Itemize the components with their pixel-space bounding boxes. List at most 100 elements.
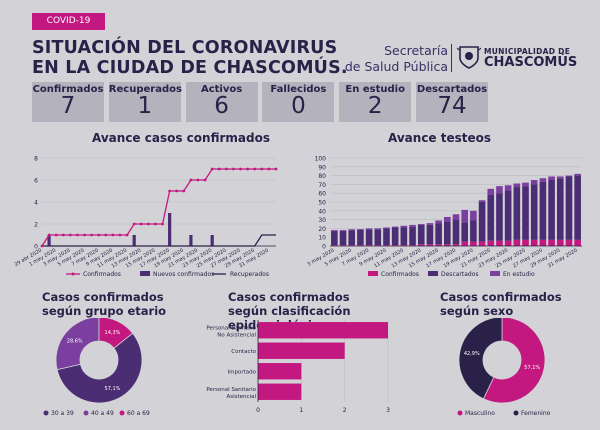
page-title-line2: EN LA CIUDAD DE CHASCOMÚS. bbox=[32, 58, 348, 78]
bar-nuevos-confirmados bbox=[210, 235, 214, 246]
bar-en-estudio bbox=[409, 224, 416, 227]
stat-value: 0 bbox=[291, 93, 306, 119]
covid-tag: COVID-19 bbox=[32, 13, 105, 30]
bar-en-estudio bbox=[487, 188, 495, 195]
legend-label: Masculino bbox=[465, 410, 495, 417]
bar-descartados bbox=[374, 229, 382, 246]
y-tick-label: 30 bbox=[318, 217, 326, 224]
bar-confirmados bbox=[522, 239, 529, 246]
donut-slice-40-a-49 bbox=[55, 318, 100, 371]
bar-descartados bbox=[513, 187, 521, 240]
bar-importado bbox=[258, 363, 302, 380]
legend-swatch bbox=[428, 271, 438, 276]
municipio-line1: MUNICIPALIDAD DE bbox=[484, 47, 571, 56]
legend-label: Descartados bbox=[441, 271, 479, 278]
point-confirmados bbox=[189, 178, 193, 182]
bar-confirmados bbox=[331, 245, 338, 246]
municipio-line2: CHASCOMÚS bbox=[484, 55, 578, 70]
stat-recuperados: Recuperados 1 bbox=[108, 82, 182, 122]
stat-label: Recuperados bbox=[108, 84, 182, 95]
bar-confirmados bbox=[487, 240, 495, 246]
bar-en-estudio bbox=[374, 228, 382, 230]
y-tick-label: 100 bbox=[315, 156, 327, 163]
y-tick-label: 80 bbox=[318, 173, 326, 180]
y-tick-label: 40 bbox=[318, 208, 326, 215]
stat-value: 2 bbox=[367, 93, 383, 119]
bar-confirmados bbox=[548, 239, 555, 246]
y-tick-label: 2 bbox=[34, 222, 38, 229]
bar-descartados bbox=[478, 202, 486, 242]
point-confirmados bbox=[274, 167, 278, 171]
bar-confirmados bbox=[365, 245, 373, 246]
y-tick-label: 6 bbox=[34, 178, 38, 185]
point-confirmados bbox=[104, 233, 108, 237]
y-tick-label: 8 bbox=[34, 156, 38, 163]
secretaria-line1: Secretaría bbox=[384, 43, 448, 58]
bar-descartados bbox=[435, 223, 442, 245]
category-label: No Asistencial bbox=[217, 332, 256, 338]
x-tick-label: 3 bbox=[386, 407, 390, 414]
stat-label: Fallecidos bbox=[270, 84, 327, 95]
x-tick-label: 2 bbox=[343, 407, 347, 414]
bar-descartados bbox=[461, 222, 468, 242]
bar-en-estudio bbox=[478, 200, 486, 202]
y-tick-label: 0 bbox=[34, 244, 38, 251]
point-confirmados bbox=[118, 233, 122, 237]
point-confirmados bbox=[260, 167, 264, 171]
stat-value: 6 bbox=[214, 93, 229, 119]
bar-en-estudio bbox=[522, 182, 529, 187]
secretaria-line2: de Salud Pública bbox=[344, 59, 448, 74]
category-label: Asistencial bbox=[227, 394, 257, 400]
municipal-crest-icon bbox=[457, 46, 481, 69]
bar-confirmados bbox=[478, 241, 486, 246]
bar-descartados bbox=[365, 229, 373, 246]
stat-value: 74 bbox=[437, 93, 467, 119]
point-confirmados bbox=[253, 167, 257, 171]
point-confirmados bbox=[40, 244, 44, 248]
bar-en-estudio bbox=[530, 180, 538, 185]
bar-confirmados bbox=[374, 245, 382, 246]
stat-value: 7 bbox=[60, 93, 76, 119]
bar-nuevos-confirmados bbox=[189, 235, 193, 246]
bar-confirmados bbox=[444, 244, 451, 246]
slice-label: 57,1% bbox=[105, 386, 121, 392]
bar-descartados bbox=[426, 224, 434, 245]
x-tick-label: 1 bbox=[299, 407, 303, 414]
bar-personal-sanitario-asistencial bbox=[258, 383, 302, 400]
bar-en-estudio bbox=[339, 230, 347, 232]
point-confirmados bbox=[154, 222, 157, 226]
point-confirmados bbox=[83, 233, 86, 237]
legend-swatch bbox=[457, 410, 463, 416]
point-confirmados bbox=[97, 233, 101, 237]
bar-confirmados bbox=[348, 245, 356, 246]
legend-marker-confirmados bbox=[71, 272, 75, 276]
bar-en-estudio bbox=[444, 216, 451, 222]
bar-contacto bbox=[258, 342, 345, 359]
bar-nuevos-confirmados bbox=[168, 213, 172, 246]
bar-confirmados bbox=[556, 239, 564, 246]
y-tick-label: 20 bbox=[318, 226, 326, 233]
stat-descartados: Descartados 74 bbox=[416, 82, 488, 122]
bar-confirmados bbox=[417, 244, 425, 246]
point-confirmados bbox=[76, 233, 79, 237]
bar-en-estudio bbox=[574, 173, 581, 176]
stat-label: Confirmados bbox=[32, 84, 104, 95]
slice-label: 57,1% bbox=[524, 365, 540, 371]
bar-en-estudio bbox=[470, 210, 477, 221]
bar-en-estudio bbox=[539, 178, 547, 182]
y-tick-label: 4 bbox=[34, 200, 38, 207]
bar-en-estudio bbox=[383, 227, 390, 229]
point-confirmados bbox=[68, 233, 72, 237]
slice-label: 28,6% bbox=[67, 339, 83, 345]
bar-en-estudio bbox=[496, 186, 503, 194]
bar-en-estudio bbox=[461, 209, 468, 223]
bar-descartados bbox=[452, 219, 460, 245]
bar-descartados bbox=[565, 176, 573, 240]
bar-descartados bbox=[574, 175, 581, 240]
point-confirmados bbox=[161, 222, 164, 226]
legend-label: Nuevos confirmados bbox=[153, 271, 214, 278]
legend-swatch bbox=[490, 271, 500, 276]
